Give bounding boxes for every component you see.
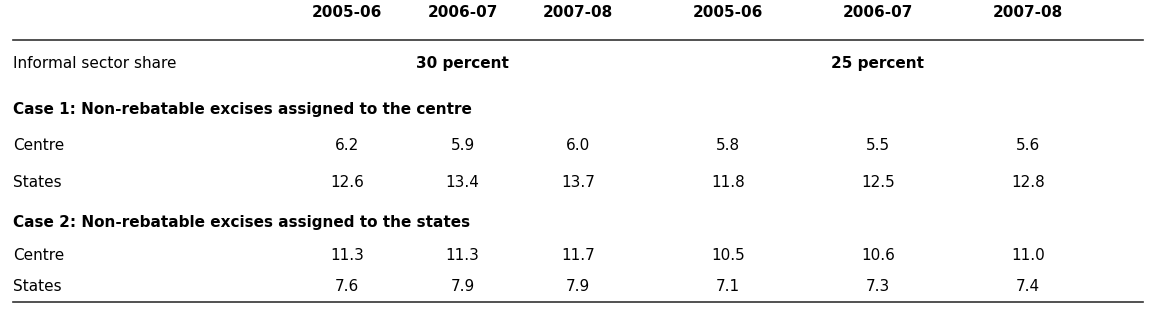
Text: 2006-07: 2006-07 — [843, 6, 913, 20]
Text: 11.3: 11.3 — [446, 248, 480, 263]
Text: Case 2: Non-rebatable excises assigned to the states: Case 2: Non-rebatable excises assigned t… — [13, 214, 470, 230]
Text: 7.6: 7.6 — [335, 279, 360, 294]
Text: 7.9: 7.9 — [566, 279, 590, 294]
Text: 12.6: 12.6 — [331, 175, 364, 190]
Text: 5.9: 5.9 — [451, 138, 475, 153]
Text: States: States — [13, 175, 61, 190]
Text: 2007-08: 2007-08 — [993, 6, 1062, 20]
Text: 11.7: 11.7 — [561, 248, 595, 263]
Text: 12.8: 12.8 — [1010, 175, 1045, 190]
Text: 7.9: 7.9 — [451, 279, 475, 294]
Text: States: States — [13, 279, 61, 294]
Text: Informal sector share: Informal sector share — [13, 56, 177, 71]
Text: 2005-06: 2005-06 — [692, 6, 763, 20]
Text: 6.0: 6.0 — [566, 138, 590, 153]
Text: Centre: Centre — [13, 138, 65, 153]
Text: 5.6: 5.6 — [1016, 138, 1040, 153]
Text: 11.0: 11.0 — [1010, 248, 1045, 263]
Text: 6.2: 6.2 — [335, 138, 360, 153]
Text: 2007-08: 2007-08 — [543, 6, 613, 20]
Text: 12.5: 12.5 — [861, 175, 895, 190]
Text: 25 percent: 25 percent — [831, 56, 925, 71]
Text: 7.3: 7.3 — [866, 279, 890, 294]
Text: Centre: Centre — [13, 248, 65, 263]
Text: 13.4: 13.4 — [446, 175, 480, 190]
Text: 10.6: 10.6 — [861, 248, 895, 263]
Text: 11.8: 11.8 — [711, 175, 744, 190]
Text: 7.1: 7.1 — [716, 279, 740, 294]
Text: 7.4: 7.4 — [1016, 279, 1039, 294]
Text: 2006-07: 2006-07 — [428, 6, 498, 20]
Text: 5.5: 5.5 — [866, 138, 890, 153]
Text: 11.3: 11.3 — [331, 248, 364, 263]
Text: 30 percent: 30 percent — [416, 56, 509, 71]
Text: 13.7: 13.7 — [561, 175, 595, 190]
Text: 5.8: 5.8 — [716, 138, 740, 153]
Text: 10.5: 10.5 — [711, 248, 744, 263]
Text: Case 1: Non-rebatable excises assigned to the centre: Case 1: Non-rebatable excises assigned t… — [13, 102, 472, 116]
Text: 2005-06: 2005-06 — [312, 6, 383, 20]
